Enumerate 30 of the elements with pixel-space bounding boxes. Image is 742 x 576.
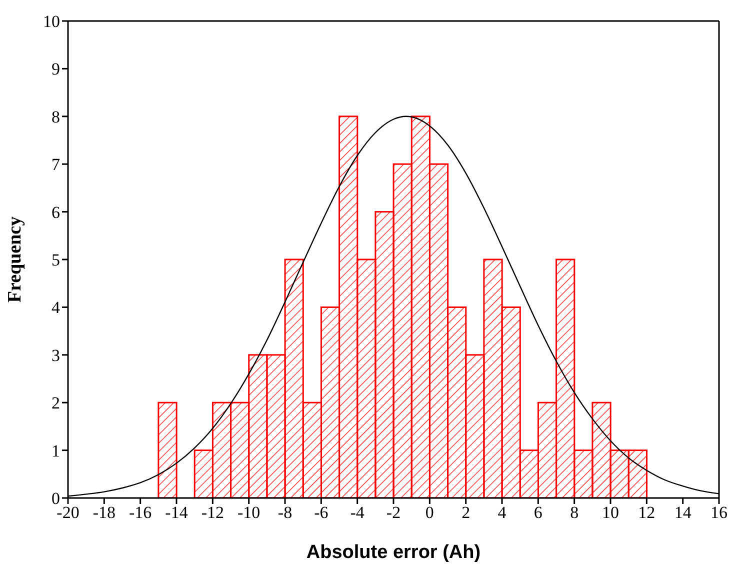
x-tick-label: 14 [674,503,692,522]
y-tick-label: 9 [52,60,60,79]
x-tick-label: -12 [201,503,224,522]
x-tick-label: 16 [710,503,728,522]
y-tick-label: 6 [52,202,60,222]
y-tick-label: 4 [52,298,60,318]
x-tick-label: -10 [237,503,260,522]
y-tick-label: 8 [52,107,60,126]
x-tick-label: 2 [462,503,470,522]
y-tick-label: 3 [52,346,60,365]
x-tick-label: 8 [570,503,579,522]
x-axis-title: Absolute error (Ah) [306,542,481,563]
x-tick-label: -18 [92,503,116,522]
y-axis-title: Frequency [4,216,26,303]
x-tick-label: -2 [386,503,401,522]
y-tick-label: 1 [52,441,60,460]
x-tick-label: 4 [498,503,507,522]
y-tick-label: 5 [52,250,60,270]
x-tick-label: -8 [278,503,292,522]
x-tick-label: -14 [165,503,188,522]
y-tick-label: 7 [52,155,60,174]
x-tick-label: -6 [314,503,328,522]
x-tick-label: -4 [350,503,365,522]
x-tick-label: 0 [425,503,434,522]
x-tick-label: 10 [602,503,619,522]
x-tick-label: -16 [128,503,152,522]
x-tick-label: 12 [638,503,656,522]
y-tick-label: 10 [43,12,60,32]
x-tick-label: 6 [534,503,542,522]
y-tick-label: 2 [52,394,60,413]
